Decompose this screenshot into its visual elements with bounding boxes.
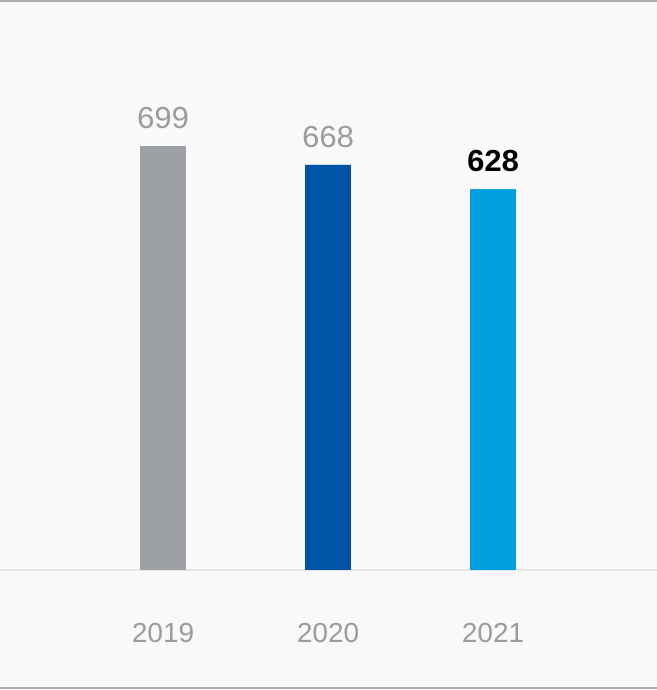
x-tick-label-2019: 2019 [132,617,194,648]
bars-group [140,146,516,570]
bar-2021 [470,189,516,570]
value-label-2021: 628 [467,143,519,178]
x-tick-labels-group: 2019 2020 2021 [132,617,524,648]
x-tick-label-2020: 2020 [297,617,359,648]
value-label-2019: 699 [137,100,189,135]
bar-2020 [305,164,351,570]
value-label-2020: 668 [302,119,354,154]
bar-2019 [140,146,186,570]
x-tick-label-2021: 2021 [462,617,524,648]
value-labels-group: 699 668 628 [137,100,519,178]
